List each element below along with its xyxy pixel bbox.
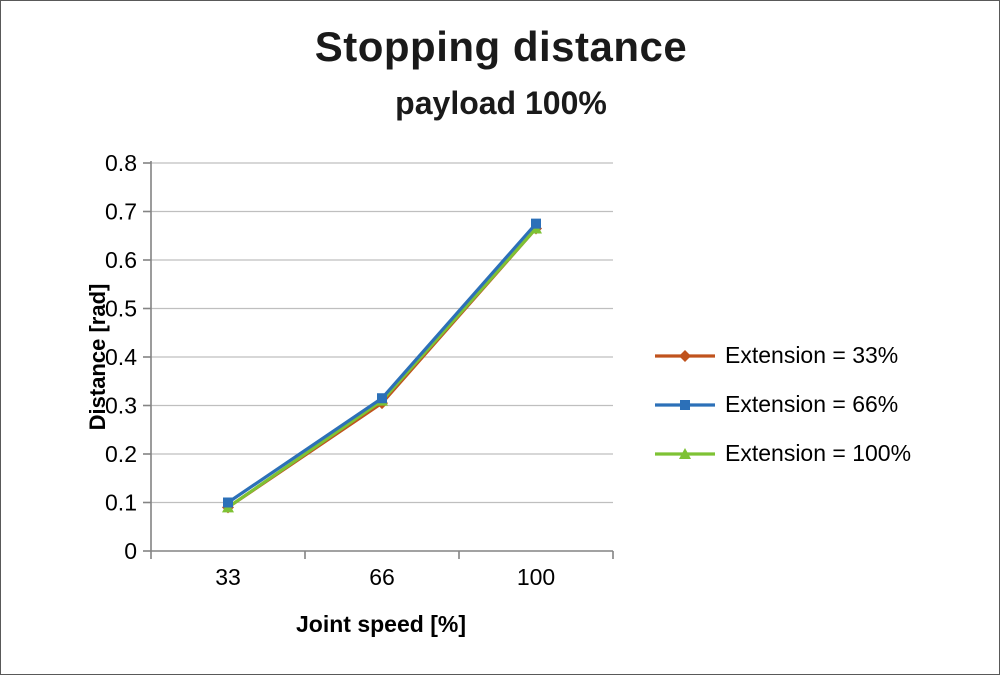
tick-labels: 0 0.1 0.2 0.3 0.4 0.5 0.6 0.7 0.8 33 66 100 xyxy=(105,150,555,590)
axes xyxy=(143,161,614,559)
svg-text:0.2: 0.2 xyxy=(105,441,137,467)
legend-label: Extension = 66% xyxy=(725,391,899,417)
legend-label: Extension = 100% xyxy=(725,440,912,466)
legend-item: Extension = 33% xyxy=(653,342,911,369)
triangle-marker-icon xyxy=(655,447,715,459)
diamond-marker-icon xyxy=(655,349,715,362)
x-axis-title: Joint speed [%] xyxy=(296,611,466,637)
svg-text:0.8: 0.8 xyxy=(105,150,137,176)
svg-text:100: 100 xyxy=(517,564,555,590)
svg-text:0.3: 0.3 xyxy=(105,393,137,419)
svg-text:33: 33 xyxy=(215,564,241,590)
gridlines xyxy=(151,162,613,504)
legend-label: Extension = 33% xyxy=(725,342,899,368)
svg-text:66: 66 xyxy=(369,564,395,590)
chart-title: Stopping distance xyxy=(314,23,688,70)
svg-text:0.1: 0.1 xyxy=(105,490,137,516)
legend: Extension = 33% Extension = 66% Extension … xyxy=(653,342,911,467)
data-series xyxy=(222,218,542,514)
square-marker-icon xyxy=(655,399,715,410)
svg-text:0.5: 0.5 xyxy=(105,296,137,322)
y-axis-title: Distance [rad] xyxy=(85,284,110,431)
svg-text:0: 0 xyxy=(124,538,137,564)
legend-item: Extension = 100% xyxy=(653,440,911,467)
svg-text:0.6: 0.6 xyxy=(105,247,137,273)
svg-text:0.4: 0.4 xyxy=(105,344,137,370)
chart-subtitle: payload 100% xyxy=(395,85,607,121)
svg-text:0.7: 0.7 xyxy=(105,199,137,225)
legend-item: Extension = 66% xyxy=(653,391,911,418)
